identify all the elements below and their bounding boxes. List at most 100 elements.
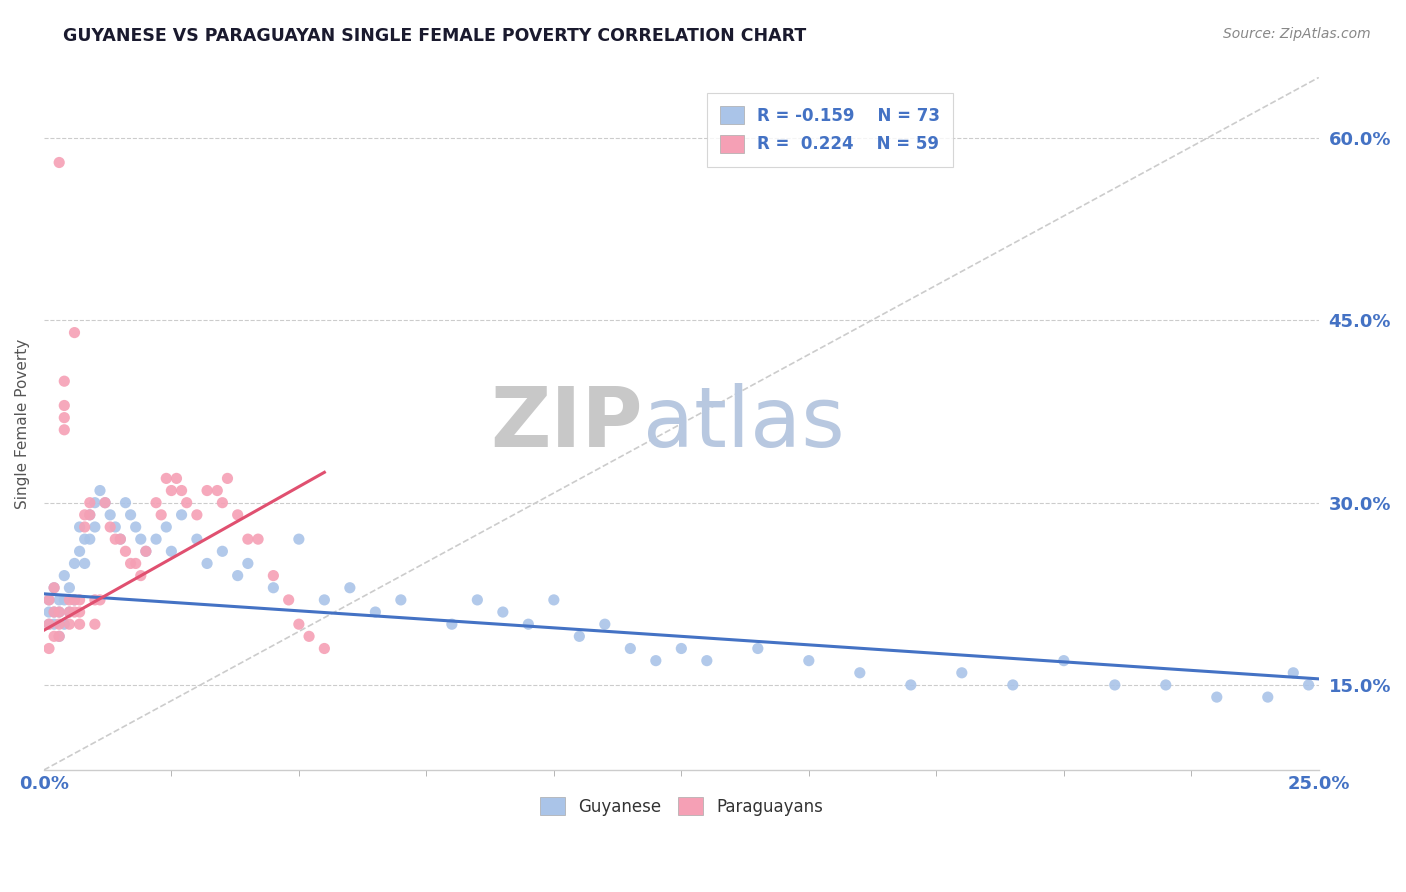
Point	[226, 568, 249, 582]
Point	[58, 617, 80, 632]
Point	[593, 617, 616, 632]
Point	[48, 617, 70, 632]
Point	[94, 496, 117, 510]
Point	[94, 496, 117, 510]
Point	[110, 532, 132, 546]
Point	[145, 496, 167, 510]
Point	[120, 508, 142, 522]
Point	[277, 593, 299, 607]
Point	[69, 605, 91, 619]
Point	[63, 557, 86, 571]
Point	[42, 605, 65, 619]
Point	[53, 399, 76, 413]
Point	[42, 581, 65, 595]
Point	[135, 544, 157, 558]
Point	[69, 617, 91, 632]
Point	[135, 544, 157, 558]
Point	[155, 471, 177, 485]
Point	[104, 532, 127, 546]
Point	[104, 520, 127, 534]
Point	[339, 581, 361, 595]
Point	[63, 593, 86, 607]
Point	[69, 593, 91, 607]
Point	[58, 593, 80, 607]
Point	[48, 605, 70, 619]
Point	[58, 605, 80, 619]
Point	[389, 593, 412, 607]
Point	[211, 496, 233, 510]
Point	[186, 532, 208, 546]
Point	[98, 520, 121, 534]
Point	[129, 568, 152, 582]
Point	[53, 568, 76, 582]
Point	[186, 508, 208, 522]
Point	[79, 532, 101, 546]
Point	[69, 520, 91, 534]
Point	[38, 641, 60, 656]
Text: Source: ZipAtlas.com: Source: ZipAtlas.com	[1223, 27, 1371, 41]
Point	[53, 423, 76, 437]
Point	[747, 641, 769, 656]
Point	[671, 641, 693, 656]
Point	[797, 654, 820, 668]
Point	[38, 593, 60, 607]
Point	[42, 617, 65, 632]
Point	[170, 508, 193, 522]
Text: atlas: atlas	[643, 384, 845, 464]
Point	[150, 508, 173, 522]
Point	[38, 605, 60, 619]
Point	[38, 617, 60, 632]
Point	[288, 617, 311, 632]
Point	[696, 654, 718, 668]
Text: ZIP: ZIP	[491, 384, 643, 464]
Point	[543, 593, 565, 607]
Point	[114, 544, 136, 558]
Point	[314, 641, 336, 656]
Point	[73, 508, 96, 522]
Point	[63, 326, 86, 340]
Point	[53, 374, 76, 388]
Point	[125, 557, 148, 571]
Point	[619, 641, 641, 656]
Point	[900, 678, 922, 692]
Point	[170, 483, 193, 498]
Text: GUYANESE VS PARAGUAYAN SINGLE FEMALE POVERTY CORRELATION CHART: GUYANESE VS PARAGUAYAN SINGLE FEMALE POV…	[63, 27, 807, 45]
Point	[440, 617, 463, 632]
Point	[63, 593, 86, 607]
Point	[262, 568, 284, 582]
Point	[160, 483, 183, 498]
Point	[83, 593, 105, 607]
Point	[42, 629, 65, 643]
Point	[217, 471, 239, 485]
Point	[63, 605, 86, 619]
Legend: Guyanese, Paraguayans: Guyanese, Paraguayans	[531, 789, 831, 824]
Point	[89, 483, 111, 498]
Point	[644, 654, 666, 668]
Point	[42, 581, 65, 595]
Point	[53, 410, 76, 425]
Point	[207, 483, 229, 498]
Point	[314, 593, 336, 607]
Point	[364, 605, 387, 619]
Point	[69, 544, 91, 558]
Point	[125, 520, 148, 534]
Point	[38, 593, 60, 607]
Point	[1104, 678, 1126, 692]
Point	[58, 581, 80, 595]
Point	[48, 155, 70, 169]
Point	[517, 617, 540, 632]
Point	[176, 496, 198, 510]
Point	[79, 508, 101, 522]
Point	[568, 629, 591, 643]
Point	[129, 532, 152, 546]
Point	[38, 617, 60, 632]
Point	[79, 508, 101, 522]
Point	[195, 483, 218, 498]
Point	[211, 544, 233, 558]
Point	[1298, 678, 1320, 692]
Point	[1205, 690, 1227, 704]
Point	[950, 665, 973, 680]
Point	[195, 557, 218, 571]
Point	[53, 617, 76, 632]
Point	[53, 593, 76, 607]
